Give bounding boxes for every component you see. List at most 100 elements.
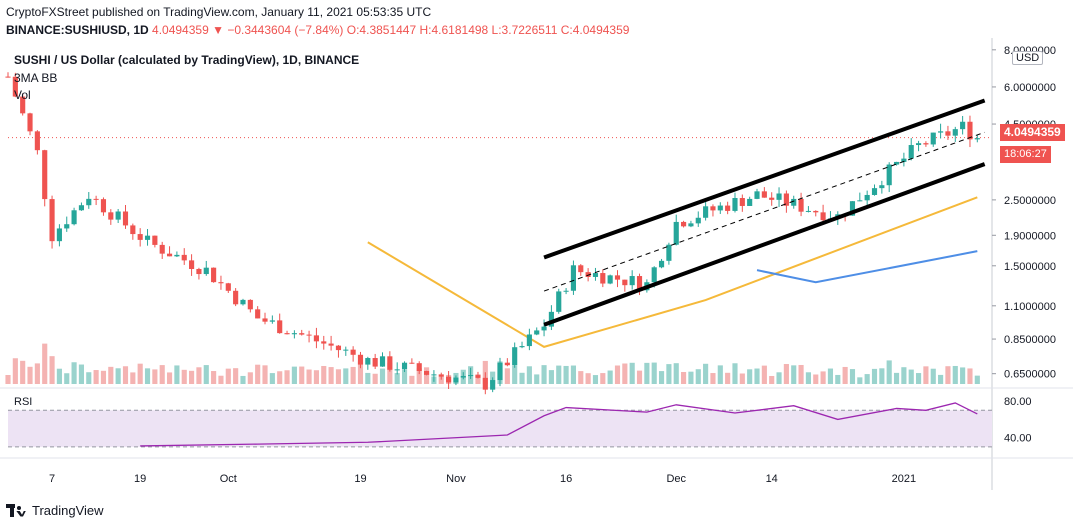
volume-bar [387,362,393,384]
volume-bar [335,369,342,384]
symbol-label: BINANCE:SUSHIUSD, 1D [6,23,149,37]
volume-bar [64,373,70,384]
candlesticks [5,72,980,395]
candle-body [233,290,239,305]
candle-body [218,282,224,284]
price-axis[interactable]: 8.00000006.00000004.50000002.50000001.90… [992,45,1056,381]
candle-body [871,188,878,195]
volume-bar [857,377,863,384]
volume-bar [614,365,621,384]
indicator-ma-bb[interactable]: 3MA BB [14,71,58,85]
candle-body [269,320,275,322]
volume-bar [886,360,892,384]
volume-bar [313,370,319,384]
candle-body [915,143,922,146]
volume-bar [34,363,40,384]
volume-bar [967,368,973,384]
candle-body [27,113,33,132]
volume-bar [438,376,444,384]
volume-bar [578,371,584,384]
candle-body [886,164,892,186]
candle-body [541,326,547,331]
volume-bar [739,373,745,384]
volume-bar [783,364,789,384]
rsi-panel: 80.00 40.00 [8,396,1032,448]
candle-body [592,273,599,277]
volume-bar [849,369,856,384]
candle-body [365,358,371,365]
candle-body [247,299,253,310]
candle-body [335,345,342,351]
volume-bar [328,367,334,384]
candle-body [262,318,268,322]
candle-body [945,131,951,136]
volume-bar [945,366,951,384]
candle-body [189,260,195,269]
volume-bar [247,372,253,384]
ma-long-line [756,250,978,284]
candle-body [152,235,158,245]
volume-bar [284,370,290,384]
candle-body [600,273,606,284]
candle-body [49,199,55,242]
volume-bar [622,363,628,384]
candle-body [100,199,107,213]
candle-body [791,198,797,206]
last-price-tag: 4.0494359 [1000,124,1065,141]
channel-lower-line [543,162,986,327]
volume-bar [196,367,202,384]
candle-body [122,211,129,226]
indicator-volume[interactable]: Vol [14,88,31,102]
volume-bar [534,374,540,384]
time-axis[interactable]: 7 19 Oct 19 Nov 16 Dec 14 2021 [49,473,916,485]
volume-bar [754,368,760,384]
candle-body [321,341,327,344]
candle-body [196,268,202,275]
volume-bar [159,365,165,384]
volume-bar [357,361,364,384]
candle-body [974,138,980,140]
candle-body [255,309,261,319]
candle-body [864,194,870,201]
candle-body [42,150,48,200]
tradingview-footer[interactable]: TradingView [6,503,104,518]
candle-body [34,131,40,151]
currency-label[interactable]: USD [1012,51,1044,65]
volume-bar [930,368,936,384]
volume-bar [864,374,870,384]
volume-bar [144,368,151,384]
volume-bar [93,370,99,384]
candle-body [284,333,290,335]
candle-body [387,356,393,370]
volume-bar [915,373,922,384]
candle-body [534,330,540,335]
candle-body [930,132,936,145]
volume-bar [27,366,33,384]
candle-body [350,349,356,355]
candle-body [556,291,562,312]
channel-upper-line [543,98,986,260]
volume-bar [842,366,848,384]
volume-bar [688,371,694,384]
candle-body [93,198,99,200]
chart-title[interactable]: SUSHI / US Dollar (calculated by Trading… [14,53,360,67]
volume-bar [519,372,525,384]
candle-body [86,198,92,206]
candle-body [328,343,334,346]
volume-bar [960,367,966,384]
rsi-label[interactable]: RSI [14,396,33,408]
volume-bar [166,372,173,384]
candle-body [673,221,679,245]
price-tick-label: 0.8500000 [1004,334,1056,346]
candle-body [658,260,665,268]
volume-bar [673,363,679,384]
candle-body [306,334,312,336]
volume-bar [563,365,569,384]
candle-body [923,143,929,145]
volume-bar [938,374,944,384]
volume-bar [152,369,158,384]
candle-body [5,76,11,78]
candle-body [12,76,18,97]
volume-bar [695,369,701,384]
candle-body [64,224,70,229]
